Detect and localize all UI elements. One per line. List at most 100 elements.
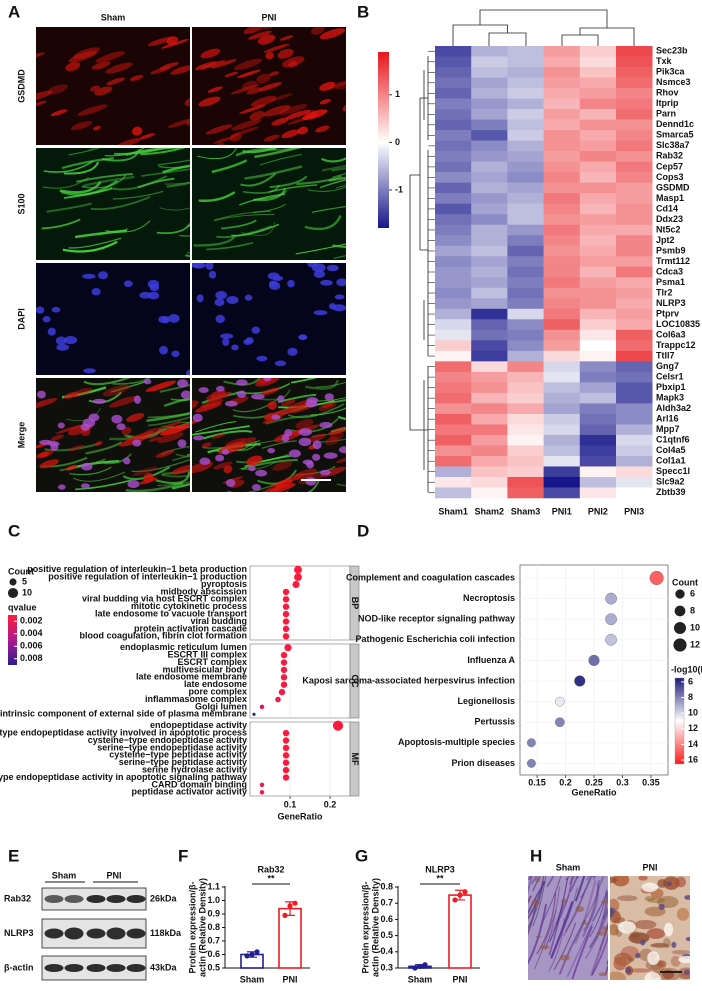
dot: [574, 675, 586, 687]
heatmap-cell: [471, 151, 508, 162]
fiber: [510, 872, 524, 925]
y-axis-title: Protein expression/β-: [360, 881, 370, 973]
gene-label: Cdca3: [656, 266, 683, 276]
heatmap-cell: [507, 256, 544, 268]
gene-label: Col4a5: [656, 445, 686, 455]
heatmap-cell: [616, 161, 653, 173]
fiber: [164, 181, 190, 185]
dot: [280, 659, 288, 666]
heatmap-cell: [543, 266, 581, 278]
fiber: [287, 403, 345, 419]
heatmap-cell: [616, 172, 653, 183]
dot: [275, 696, 281, 703]
dot: [280, 651, 288, 659]
term-label: Complement and coagulation cascades: [346, 572, 515, 582]
fiber: [307, 186, 346, 192]
heatmap-cell: [435, 266, 472, 278]
stain: [257, 34, 276, 45]
heatmap-cell: [616, 224, 653, 236]
gene-label: Mapk3: [656, 393, 684, 403]
legend-label: 8: [690, 605, 695, 615]
column-header: PNI: [642, 862, 657, 872]
y-tick-label: 0.8: [207, 922, 220, 932]
nucleus: [313, 270, 326, 278]
stain: [230, 84, 260, 95]
stain: [208, 393, 230, 402]
fiber: [198, 191, 236, 202]
heatmap-cell: [616, 56, 653, 68]
row-label: Merge: [16, 422, 26, 449]
stain: [161, 421, 182, 429]
heatmap-cell: [435, 487, 472, 499]
fiber: [46, 202, 92, 213]
heatmap-cell: [579, 340, 617, 352]
fiber: [166, 181, 190, 188]
fiber: [125, 148, 184, 156]
heatmap-cell: [507, 151, 544, 162]
heatmap-cell: [616, 403, 653, 415]
heatmap-cell: [507, 487, 544, 499]
gene-label: Zbtb39: [656, 487, 686, 497]
heatmap-cell: [435, 308, 472, 320]
heatmap-cell: [507, 46, 544, 57]
heatmap-cell: [507, 466, 544, 478]
term-label: endopeptidase activity: [150, 720, 247, 730]
dot: [280, 666, 288, 674]
heatmap-cell: [435, 161, 472, 173]
stain: [281, 399, 296, 407]
heatmap-cell: [507, 214, 544, 225]
heatmap-cell: [471, 235, 508, 247]
heatmap-cell: [435, 403, 472, 415]
dot: [282, 625, 290, 633]
stain: [281, 129, 300, 139]
stain: [675, 876, 686, 888]
heatmap-cell: [435, 361, 472, 373]
heatmap-cell: [435, 182, 472, 194]
heatmap-cell: [543, 340, 581, 352]
term-label: positive regulation of interleukin−1 pro…: [48, 571, 247, 581]
x-tick-label: 0.2: [324, 799, 337, 809]
heatmap-cell: [579, 151, 617, 162]
fiber: [155, 471, 190, 485]
dot: [259, 782, 265, 788]
heatmap-cell: [471, 476, 508, 488]
fiber: [161, 473, 190, 478]
fiber: [304, 214, 342, 231]
stain: [242, 80, 258, 90]
heatmap-cell: [579, 140, 617, 152]
nucleus: [666, 881, 672, 887]
nucleus: [56, 343, 70, 351]
fiber: [88, 391, 122, 404]
stain: [201, 442, 212, 448]
fiber: [241, 222, 275, 236]
heatmap-cell: [616, 382, 653, 394]
stain: [334, 77, 346, 90]
nucleus: [133, 395, 142, 404]
nucleus: [221, 448, 230, 455]
stain: [216, 142, 226, 145]
gene-label: Itprip: [656, 98, 679, 108]
nucleus: [39, 439, 53, 445]
nucleus: [216, 385, 225, 392]
fiber: [61, 156, 114, 170]
heatmap-cell: [471, 214, 508, 225]
fiber: [171, 482, 190, 490]
gene-label: Col6a3: [656, 329, 686, 339]
stain: [265, 51, 274, 60]
heatmap-cell: [616, 329, 653, 341]
x-axis-title: GeneRatio: [571, 787, 617, 797]
weight-label: 43kDa: [150, 962, 178, 972]
stain: [230, 126, 259, 137]
y-tick-label: 0.7: [207, 935, 220, 945]
clear-space: [647, 951, 660, 965]
heatmap-cell: [507, 109, 544, 120]
stain: [263, 134, 280, 142]
nucleus: [123, 280, 133, 288]
nucleus: [610, 910, 614, 918]
heatmap-cell: [435, 67, 472, 78]
gene-label: Trappc12: [656, 340, 696, 350]
stain: [647, 897, 666, 904]
gene-label: NLRP3: [656, 298, 686, 308]
stain: [602, 926, 608, 932]
